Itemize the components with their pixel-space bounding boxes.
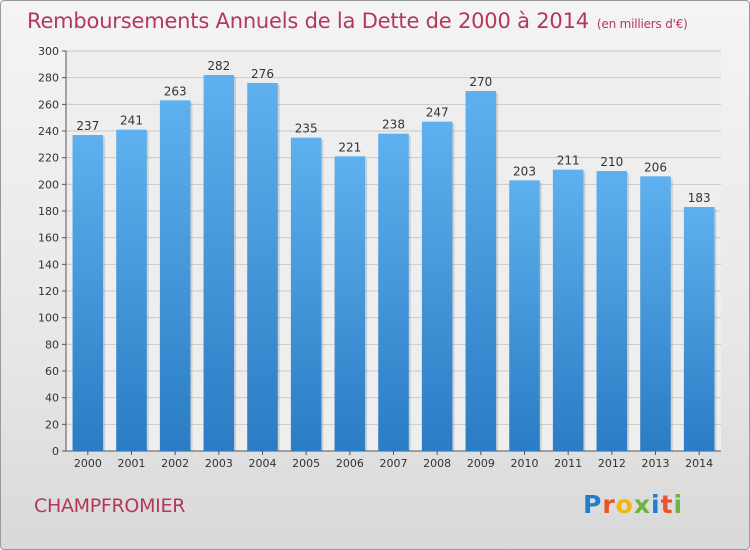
y-tick-label: 0 <box>52 445 59 458</box>
bar <box>552 169 584 451</box>
y-tick-label: 220 <box>38 152 59 165</box>
y-tick-label: 60 <box>45 365 59 378</box>
bar-group: 237 2000 <box>72 119 106 470</box>
bar <box>203 75 235 451</box>
bar-group: 211 2011 <box>552 154 586 470</box>
bar-value-label: 282 <box>207 59 230 73</box>
y-tick-label: 280 <box>38 72 59 85</box>
bar-value-label: 276 <box>251 67 274 81</box>
bar <box>465 91 497 451</box>
bar <box>116 129 147 451</box>
bar <box>421 121 453 452</box>
bar-group: 203 2010 <box>509 164 542 470</box>
bar <box>334 156 366 452</box>
bar-group: 238 2007 <box>378 118 411 470</box>
bar <box>683 207 715 451</box>
bar <box>72 135 104 451</box>
bar-value-label: 206 <box>644 160 667 174</box>
bar-value-label: 235 <box>295 122 318 136</box>
bar-group: 276 2004 <box>247 67 280 470</box>
bar-group: 247 2008 <box>421 106 455 470</box>
bar-value-label: 211 <box>557 154 580 168</box>
bar <box>290 137 322 451</box>
bar-value-label: 263 <box>164 84 187 98</box>
bar-value-label: 237 <box>76 119 99 133</box>
x-tick-label: 2006 <box>336 457 364 470</box>
x-tick-label: 2001 <box>118 457 146 470</box>
bar-value-label: 241 <box>120 114 143 128</box>
bar-value-label: 210 <box>600 155 623 169</box>
bar <box>640 176 671 452</box>
x-tick-label: 2005 <box>292 457 320 470</box>
proxiti-logo: Proxiti <box>583 490 683 519</box>
x-tick-label: 2004 <box>249 457 277 470</box>
x-tick-label: 2003 <box>205 457 233 470</box>
y-tick-label: 140 <box>38 258 59 271</box>
x-tick-label: 2009 <box>467 457 495 470</box>
logo-letter: i <box>651 490 661 519</box>
bar-value-label: 238 <box>382 118 405 132</box>
chart-subtitle: (en milliers d'€) <box>596 17 688 31</box>
bar-group: 206 2013 <box>640 160 673 470</box>
y-tick-label: 300 <box>38 45 59 58</box>
bar <box>159 100 191 451</box>
x-tick-label: 2000 <box>74 457 102 470</box>
y-tick-label: 260 <box>38 98 59 111</box>
y-tick-label: 160 <box>38 232 59 245</box>
x-tick-label: 2007 <box>380 457 408 470</box>
bar-group: 210 2012 <box>596 155 630 470</box>
bar <box>596 171 628 451</box>
logo-letter: P <box>583 490 603 519</box>
y-tick-label: 240 <box>38 125 59 138</box>
commune-name: CHAMPFROMIER <box>34 495 186 517</box>
bar <box>247 83 278 451</box>
chart-title-text: Remboursements Annuels de la Dette de 20… <box>27 9 589 33</box>
y-tick-label: 40 <box>45 392 59 405</box>
x-tick-label: 2013 <box>642 457 670 470</box>
logo-letter: r <box>602 490 616 519</box>
bar-group: 221 2006 <box>334 140 368 470</box>
x-tick-label: 2008 <box>423 457 451 470</box>
y-tick-label: 200 <box>38 178 59 191</box>
logo-letter: t <box>660 490 674 519</box>
bar-value-label: 183 <box>688 191 711 205</box>
bar-group: 241 2001 <box>116 114 149 470</box>
y-tick-label: 100 <box>38 312 59 325</box>
chart-title: Remboursements Annuels de la Dette de 20… <box>27 9 688 33</box>
logo-letter: o <box>615 490 634 519</box>
bar <box>378 133 409 451</box>
x-tick-label: 2012 <box>598 457 626 470</box>
x-tick-label: 2002 <box>161 457 189 470</box>
bar-value-label: 221 <box>338 140 361 154</box>
bar-group: 263 2002 <box>159 84 193 470</box>
bar-value-label: 270 <box>469 75 492 89</box>
x-tick-label: 2011 <box>554 457 582 470</box>
bar-group: 235 2005 <box>290 122 324 470</box>
logo-letter: i <box>673 490 684 519</box>
y-tick-label: 80 <box>45 338 59 351</box>
y-tick-label: 180 <box>38 205 59 218</box>
logo-letter: x <box>633 490 651 519</box>
bar-group: 183 2014 <box>683 191 717 470</box>
x-tick-label: 2014 <box>685 457 713 470</box>
bar-value-label: 203 <box>513 164 536 178</box>
x-tick-label: 2010 <box>511 457 539 470</box>
bar <box>509 180 540 452</box>
bar-value-label: 247 <box>426 106 449 120</box>
bar-group: 270 2009 <box>465 75 499 470</box>
y-tick-label: 20 <box>45 418 59 431</box>
bar-group: 282 2003 <box>203 59 237 470</box>
y-tick-label: 120 <box>38 285 59 298</box>
